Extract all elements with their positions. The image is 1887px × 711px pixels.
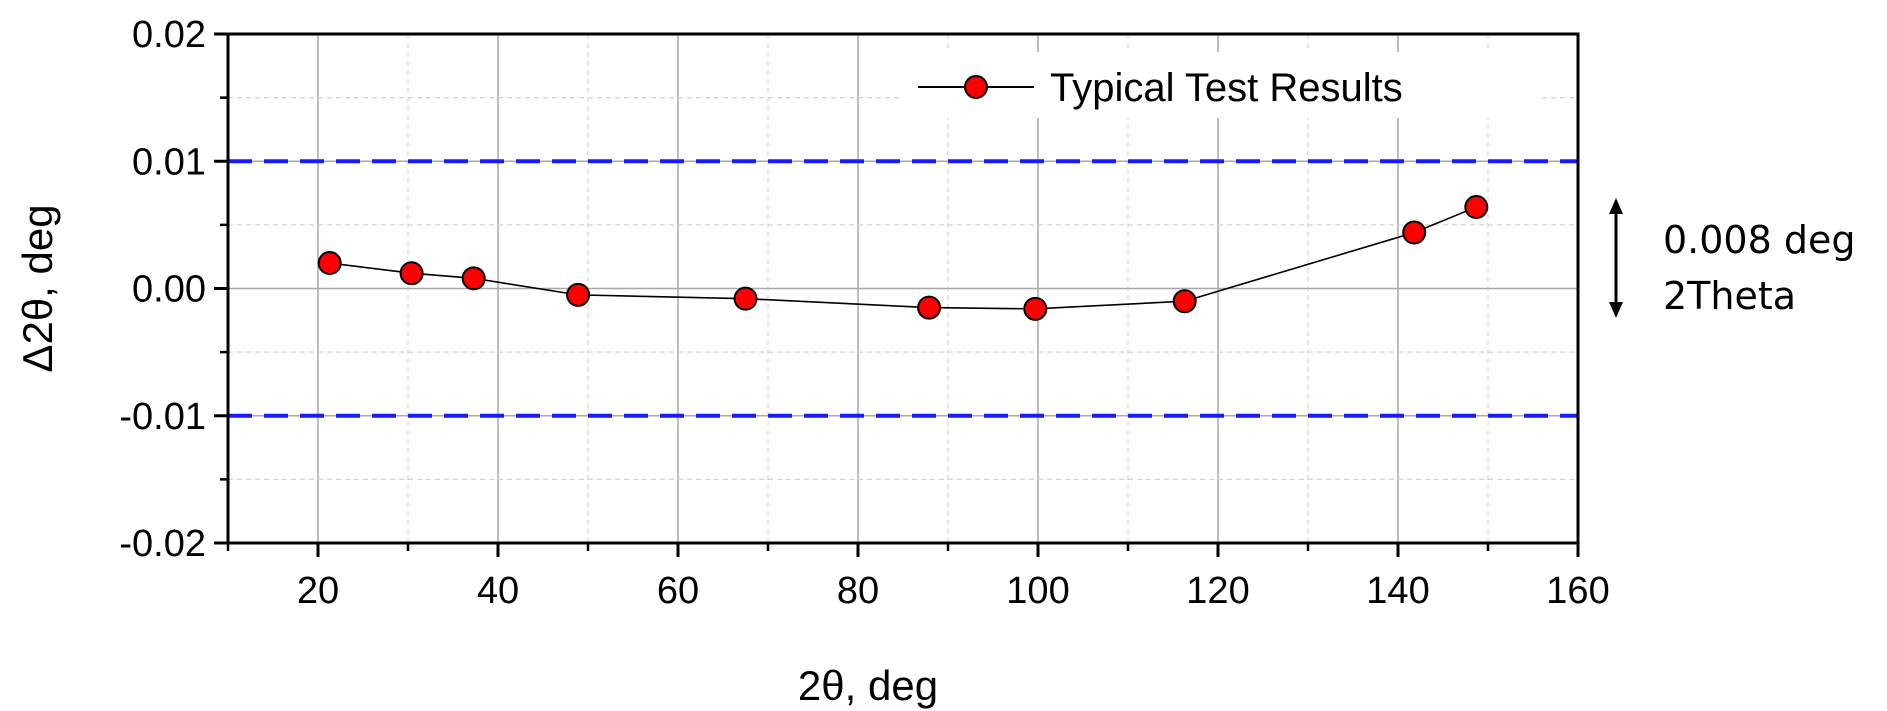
data-point xyxy=(917,295,942,320)
x-tick-label: 40 xyxy=(477,570,519,612)
data-point xyxy=(566,282,591,307)
x-tick-label: 80 xyxy=(837,570,879,612)
arrow-head-down-icon xyxy=(1609,302,1623,318)
y-tick-label: 0.02 xyxy=(132,14,206,56)
x-tick-label: 160 xyxy=(1546,570,1609,612)
x-tick-label: 100 xyxy=(1006,570,1069,612)
arrow-head-up-icon xyxy=(1609,198,1623,214)
series-layer xyxy=(317,195,1489,321)
data-point xyxy=(461,266,486,291)
legend: Typical Test Results xyxy=(900,52,1540,118)
annotation-line-2: 2Theta xyxy=(1663,274,1796,318)
data-point xyxy=(1023,296,1048,321)
x-tick-label: 120 xyxy=(1186,570,1249,612)
x-tick-label: 20 xyxy=(297,570,339,612)
data-point xyxy=(733,286,758,311)
data-point xyxy=(1464,195,1489,220)
y-tick-label: -0.01 xyxy=(119,396,206,438)
y-tick-label: 0.01 xyxy=(132,141,206,183)
legend-marker xyxy=(964,75,988,99)
reference-lines xyxy=(228,159,1578,418)
data-point xyxy=(1402,220,1427,245)
tick-labels: 20 40 60 80 100 120 140 160 -0.02 -0.01 0.00 0.01 0.… xyxy=(119,14,1609,612)
series-line xyxy=(329,206,1477,310)
data-point xyxy=(399,261,424,286)
y-tick-label: 0.00 xyxy=(132,269,206,311)
data-point xyxy=(317,251,342,276)
legend-background xyxy=(900,52,1540,118)
x-tick-label: 60 xyxy=(657,570,699,612)
tolerance-annotation: 0.008 deg 2Theta xyxy=(1609,198,1856,318)
y-tick-label: -0.02 xyxy=(119,523,206,565)
annotation-line-1: 0.008 deg xyxy=(1663,218,1856,262)
axis-ticks xyxy=(214,32,1580,557)
x-tick-label: 140 xyxy=(1366,570,1429,612)
y-axis-title: Δ2θ, deg xyxy=(14,204,61,372)
data-point xyxy=(1172,289,1197,314)
x-axis-title: 2θ, deg xyxy=(798,662,938,709)
legend-label: Typical Test Results xyxy=(1050,66,1403,110)
grid xyxy=(228,34,1578,543)
